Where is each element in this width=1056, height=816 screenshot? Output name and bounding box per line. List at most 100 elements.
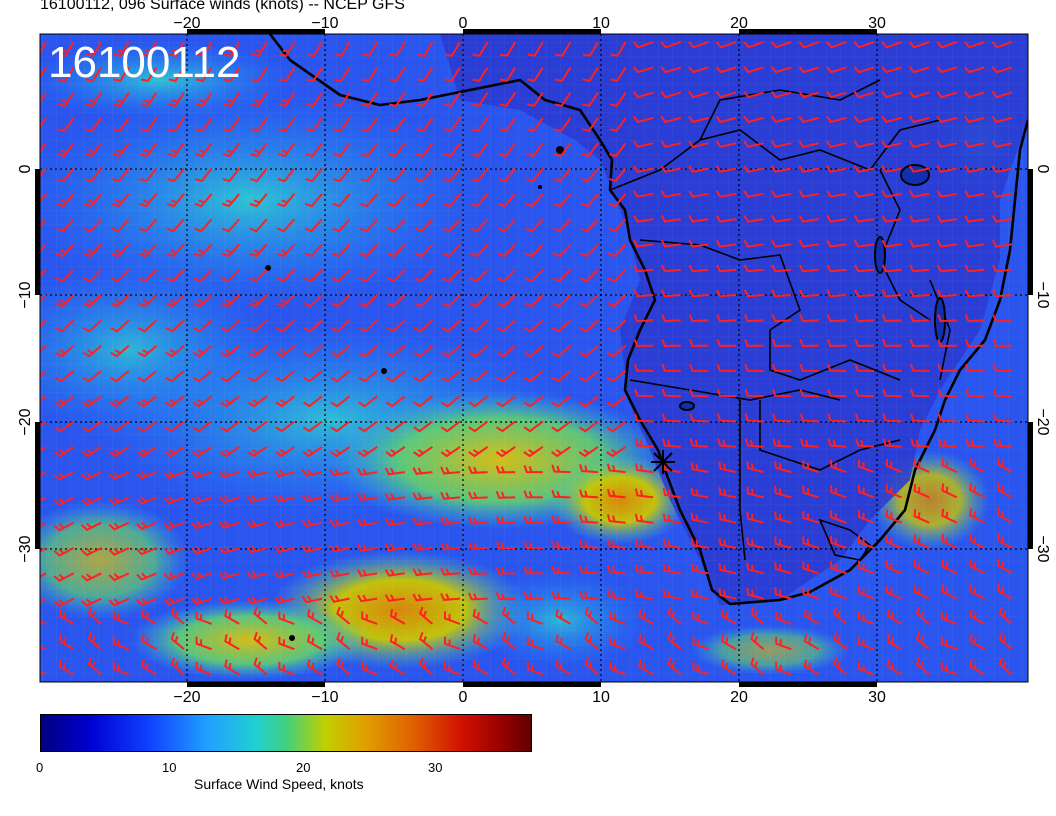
wind-barb [775,636,792,651]
wind-barb [996,457,1013,473]
wind-barb [496,370,516,383]
wind-barb [743,239,764,248]
wind-barb [40,344,47,353]
wind-barb [660,41,682,49]
wind-barb [579,489,599,499]
wind-barb [910,438,930,448]
wind-barb [248,319,268,333]
wind-barb [881,214,902,223]
wind-barb [553,142,572,158]
wind-barb [333,92,351,108]
wind-barb [278,636,295,651]
wind-barb [771,239,792,248]
wind-barb [81,572,102,582]
wind-barb [998,631,1013,650]
wind-barb [251,41,268,57]
wind-barb [140,66,158,83]
wind-barb [718,588,737,600]
wind-barb [274,595,295,604]
wind-barb [220,344,240,358]
wind-barb [523,420,544,433]
wind-barb [936,239,957,248]
wind-barb [909,339,930,348]
wind-barb [553,193,572,208]
wind-barb [386,319,406,333]
wind-barb [219,420,240,433]
wind-barb [468,370,489,383]
wind-barb [495,541,516,550]
wind-barb [689,363,709,372]
wind-barb [551,515,571,524]
wind-barb [524,319,544,333]
wind-barb [110,319,130,333]
wind-barb [800,438,819,448]
wind-barb [857,484,875,499]
wind-barb [690,588,709,600]
wind-barb [441,344,461,358]
wind-barb [40,269,47,278]
wind-barb [84,193,102,208]
wind-barb [164,445,185,458]
wind-barb [441,294,461,308]
wind-barb [996,558,1013,575]
wind-barb [85,66,103,83]
lon-tick-bottom: −20 [173,689,200,706]
wind-barb [56,218,75,233]
wind-barb [359,269,378,283]
wind-barb [83,269,102,283]
wind-barb [578,395,599,408]
wind-barb [330,445,351,458]
wind-barb [938,438,957,448]
wind-barb [40,294,47,303]
wind-barb [416,66,434,83]
wind-barb [690,462,709,474]
wind-barb [606,539,626,549]
wind-barb [720,608,737,625]
wind-barb [220,395,240,408]
wind-barb [551,319,572,333]
wind-barb [798,239,819,248]
wind-barb [498,193,516,208]
wind-barb [165,294,185,308]
wind-barb [660,115,682,124]
wind-barb [467,592,488,601]
wind-barb [689,388,709,398]
wind-barb [667,657,682,676]
wind-barb [444,611,461,625]
wind-barb [137,395,158,408]
wind-barb [770,165,792,173]
wind-barb [771,190,792,198]
lat-tick-left: −20 [17,408,34,435]
wind-barb [662,513,681,524]
wind-barb [667,606,682,625]
wind-barb [634,438,654,448]
wind-barb [250,92,268,108]
wind-barb [57,117,75,133]
wind-barb [830,485,847,499]
wind-barb [111,167,130,183]
wind-barb [110,269,130,283]
wind-barb [222,167,240,183]
wind-barb [771,289,792,298]
wind-barb [412,517,433,526]
wind-barb [414,294,434,308]
wind-barb [606,514,626,524]
wind-barb [443,117,461,133]
wind-barb [251,66,268,83]
wind-barb [688,214,709,223]
wind-barb [468,445,489,458]
wind-barb [715,214,737,223]
wind-barb [526,636,544,651]
wind-barb [54,445,75,458]
wind-barb [633,214,654,223]
wind-barb [253,657,268,676]
wind-barb [524,344,544,358]
wind-barb [743,314,764,323]
wind-barb [416,117,434,133]
wind-barb [472,66,489,83]
wind-barb [387,218,406,233]
wind-barb [81,496,102,506]
wind-barb [881,90,902,99]
wind-barb [164,395,185,408]
wind-barb [57,92,75,108]
